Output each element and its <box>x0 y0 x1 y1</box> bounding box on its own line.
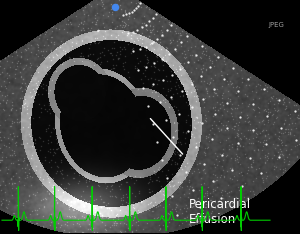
Circle shape <box>112 4 118 11</box>
Text: JPEG: JPEG <box>268 22 284 28</box>
Text: Pericardial
Effusion: Pericardial Effusion <box>189 198 251 226</box>
